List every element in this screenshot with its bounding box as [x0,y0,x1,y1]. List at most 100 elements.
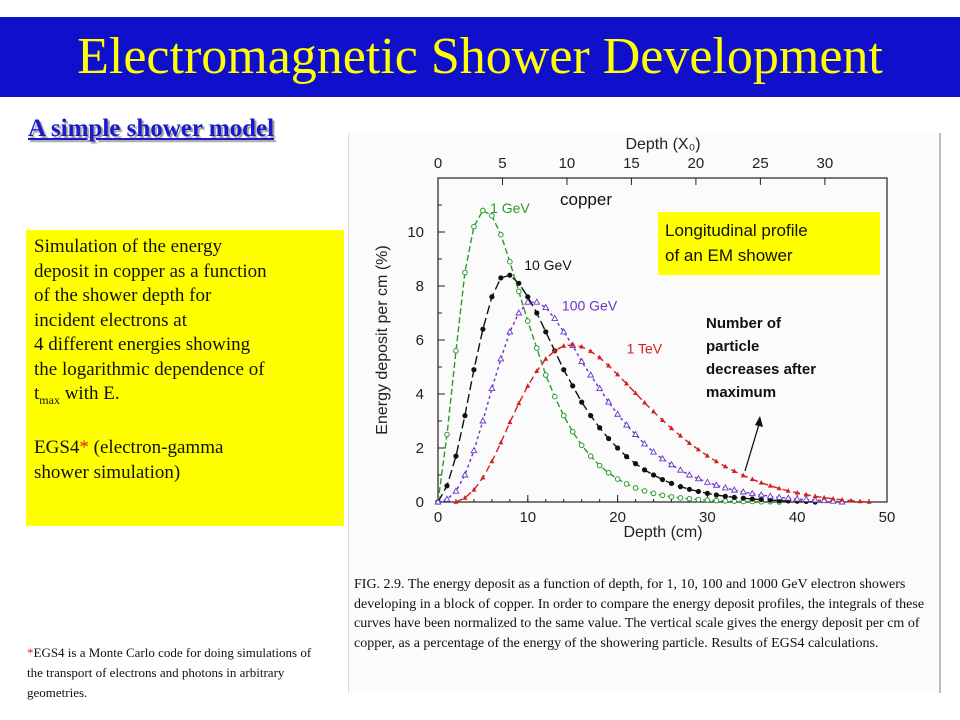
data-point [560,327,568,335]
data-point [488,384,496,392]
data-point [587,453,594,459]
data-point [506,327,514,335]
data-point [498,231,504,238]
data-point [668,494,675,500]
data-point [623,481,630,487]
note-line: maximum [706,384,777,401]
x-tick-label: 50 [879,509,896,526]
data-point [821,494,827,500]
data-point [785,488,791,493]
tmax-subscript: max [39,392,60,407]
series-label: 10 GeV [524,257,572,273]
data-point [462,413,468,419]
data-point [623,421,631,428]
data-point [525,383,531,388]
data-point [803,491,809,497]
data-point [533,298,541,305]
footnote-star: * [27,645,34,660]
data-point [587,371,595,378]
data-point [605,398,613,405]
data-point [730,486,738,493]
egs-prefix: EGS4 [34,437,80,459]
caption-text: The energy deposit as a function of dept… [354,577,925,651]
data-point [515,309,523,316]
x-tick-label: 30 [699,509,716,526]
data-point [542,372,549,378]
data-point [480,326,486,332]
profile-line: of an EM shower [665,246,793,265]
data-point [579,343,585,349]
y-tick-label: 0 [416,494,424,511]
profile-text: Longitudinal profile of an EM shower [665,218,808,268]
data-point [534,310,540,316]
data-point [712,481,720,488]
profile-line: Longitudinal profile [665,221,808,240]
data-point [624,380,630,386]
x-tick-label: 20 [609,509,626,526]
data-point [588,348,594,354]
data-point [588,413,594,419]
data-point [479,417,487,424]
data-point [658,454,667,462]
data-point [462,269,468,276]
data-point [605,470,612,476]
data-point [775,493,783,500]
y-tick-label: 10 [407,224,424,241]
data-point [631,430,640,437]
data-point [695,488,702,495]
y-tick-label: 8 [416,278,424,295]
data-point [704,453,710,458]
copper-label: copper [560,190,612,209]
data-point [507,272,513,278]
data-point [695,446,701,452]
data-point [570,383,576,389]
data-point [596,462,603,469]
footnote-text: EGS4 is a Monte Carlo code for doing sim… [27,645,312,700]
data-point [739,488,747,495]
data-point [552,348,558,353]
description-line: of the shower depth for [34,285,212,306]
data-point [615,371,621,377]
note-line: particle [706,338,760,355]
data-point [489,213,495,219]
data-point [498,439,504,445]
data-point [534,368,540,373]
data-point [721,484,729,491]
data-point [749,476,755,482]
x-tick-label: 10 [519,509,536,526]
description-line: incident electrons at [34,309,187,331]
description-text: Simulation of the energy deposit in copp… [34,235,340,485]
x-tick-label: 0 [434,509,442,526]
data-point [578,442,585,449]
data-point [443,495,451,502]
top-tick-label: 10 [559,155,576,172]
data-point [642,399,648,405]
data-point [453,453,459,459]
data-point [794,490,800,495]
data-point [480,474,486,480]
y-tick-label: 2 [416,440,424,457]
data-point [722,463,728,469]
data-point [452,487,460,494]
data-point [650,472,657,478]
y-tick-label: 4 [416,386,424,403]
series-line [437,209,780,503]
data-point [667,460,676,468]
data-point [444,431,450,438]
data-point [606,435,612,442]
data-point [704,497,711,503]
data-point [632,461,639,467]
data-point [596,384,604,392]
data-point [623,454,630,460]
data-point [839,497,845,502]
data-point [784,494,792,501]
data-point [776,485,782,491]
annotation-arrow-line [744,420,761,472]
data-point [461,471,469,478]
y-tick-label: 6 [416,332,424,349]
data-point [471,367,477,373]
profile-box: Longitudinal profile of an EM shower [658,212,880,275]
caption-prefix: FIG. 2.9. [354,577,405,592]
data-point [767,483,773,488]
